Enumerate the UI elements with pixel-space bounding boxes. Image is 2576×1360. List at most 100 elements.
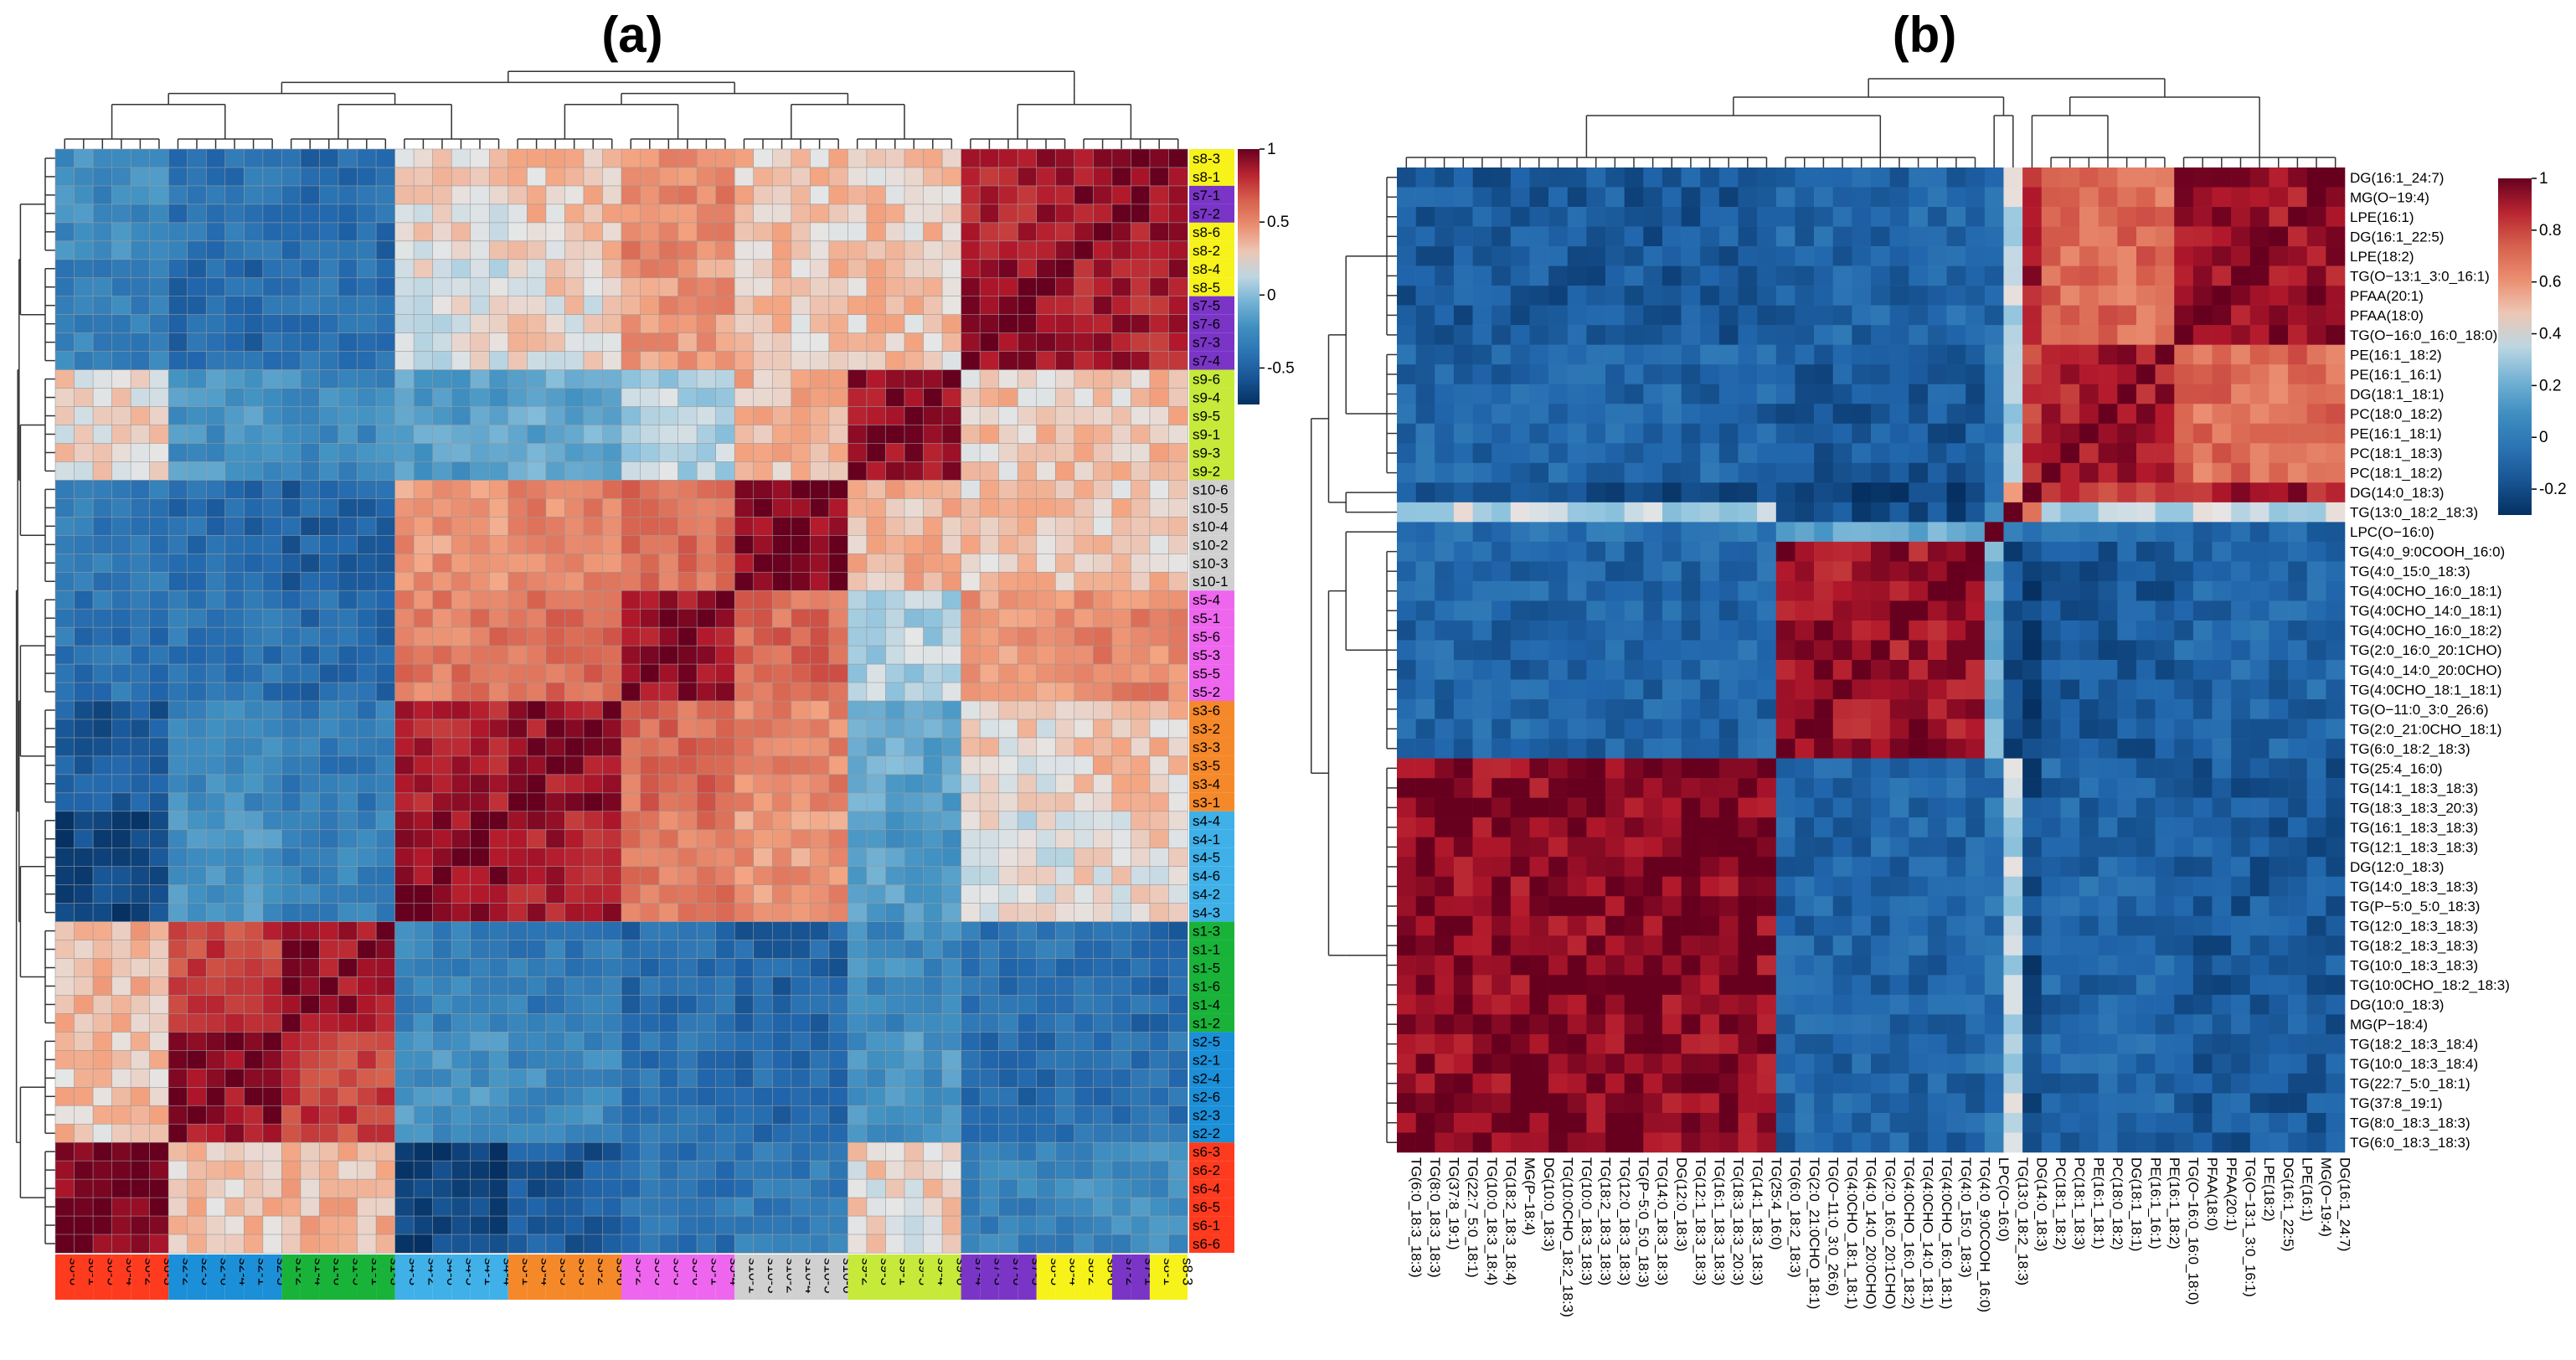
- heatmap-cell: [2136, 482, 2156, 502]
- heatmap-cell: [848, 1013, 867, 1032]
- heatmap-cell: [829, 664, 848, 683]
- heatmap-cell: [2060, 325, 2079, 345]
- heatmap-cell: [433, 149, 452, 167]
- heatmap-cell: [2099, 227, 2118, 247]
- heatmap-cell: [961, 296, 981, 315]
- heatmap-cell: [1852, 345, 1871, 365]
- heatmap-cell: [1037, 167, 1056, 186]
- heatmap-cell: [263, 1142, 282, 1161]
- heatmap-cell: [829, 407, 848, 425]
- heatmap-cell: [376, 609, 395, 627]
- heatmap-cell: [433, 278, 452, 296]
- heatmap-cell: [867, 738, 886, 756]
- heatmap-cell: [584, 940, 603, 959]
- heatmap-cell: [489, 1234, 508, 1253]
- heatmap-cell: [244, 223, 263, 241]
- heatmap-cell: [999, 204, 1018, 223]
- heatmap-cell: [1093, 701, 1112, 719]
- heatmap-cell: [1093, 1198, 1112, 1216]
- heatmap-cell: [1416, 306, 1435, 326]
- heatmap-cell: [301, 554, 320, 572]
- heatmap-cell: [1037, 498, 1056, 517]
- heatmap-cell: [942, 922, 961, 940]
- heatmap-cell: [1700, 502, 1719, 523]
- heatmap-cell: [395, 1050, 415, 1069]
- heatmap-cell: [697, 535, 716, 554]
- row-label: s5-2: [1193, 684, 1220, 700]
- heatmap-cell: [168, 315, 188, 333]
- heatmap-cell: [942, 867, 961, 885]
- heatmap-cell: [55, 389, 75, 407]
- heatmap-cell: [1093, 756, 1112, 775]
- heatmap-cell: [2042, 482, 2061, 502]
- heatmap-cell: [489, 186, 508, 204]
- heatmap-cell: [338, 425, 358, 444]
- heatmap-cell: [829, 204, 848, 223]
- heatmap-cell: [244, 590, 263, 609]
- heatmap-cell: [2117, 325, 2136, 345]
- heatmap-cell: [564, 389, 584, 407]
- heatmap-cell: [1018, 167, 1037, 186]
- heatmap-cell: [225, 425, 245, 444]
- heatmap-cell: [2307, 502, 2326, 523]
- heatmap-cell: [225, 683, 245, 701]
- heatmap-cell: [263, 1087, 282, 1105]
- heatmap-cell: [489, 995, 508, 1013]
- heatmap-cell: [2117, 286, 2136, 306]
- heatmap-cell: [93, 461, 112, 480]
- heatmap-cell: [772, 1069, 791, 1087]
- heatmap-cell: [867, 167, 886, 186]
- heatmap-cell: [1852, 306, 1871, 326]
- heatmap-cell: [471, 940, 490, 959]
- heatmap-cell: [659, 535, 678, 554]
- heatmap-cell: [489, 848, 508, 867]
- heatmap-cell: [1112, 352, 1131, 370]
- heatmap-cell: [2136, 325, 2156, 345]
- heatmap-cell: [848, 885, 867, 904]
- heatmap-cell: [980, 867, 999, 885]
- heatmap-cell: [961, 517, 981, 535]
- heatmap-cell: [414, 793, 433, 811]
- heatmap-cell: [1739, 364, 1758, 384]
- heatmap-cell: [2156, 561, 2175, 581]
- heatmap-cell: [1055, 1216, 1074, 1234]
- heatmap-cell: [301, 1032, 320, 1050]
- heatmap-cell: [2060, 542, 2079, 562]
- heatmap-cell: [961, 738, 981, 756]
- heatmap-cell: [1018, 811, 1037, 830]
- heatmap-cell: [1093, 517, 1112, 535]
- heatmap-cell: [697, 498, 716, 517]
- heatmap-cell: [168, 664, 188, 683]
- heatmap-cell: [1700, 482, 1719, 502]
- heatmap-cell: [716, 1013, 735, 1032]
- heatmap-cell: [2326, 384, 2345, 404]
- heatmap-cell: [150, 977, 169, 996]
- heatmap-cell: [961, 186, 981, 204]
- heatmap-cell: [263, 1179, 282, 1198]
- heatmap-cell: [678, 590, 698, 609]
- heatmap-cell: [1529, 581, 1548, 601]
- heatmap-cell: [414, 1142, 433, 1161]
- heatmap-cell: [999, 830, 1018, 848]
- heatmap-cell: [451, 260, 471, 278]
- heatmap-cell: [1586, 325, 1605, 345]
- heatmap-cell: [621, 296, 641, 315]
- heatmap-cell: [564, 940, 584, 959]
- heatmap-cell: [1074, 1161, 1094, 1179]
- heatmap-cell: [980, 352, 999, 370]
- heatmap-cell: [924, 885, 943, 904]
- heatmap-cell: [168, 719, 188, 738]
- heatmap-cell: [433, 664, 452, 683]
- heatmap-cell: [716, 646, 735, 664]
- heatmap-cell: [112, 609, 131, 627]
- colorbar-tick-label: 0: [1267, 286, 1276, 304]
- heatmap-cell: [263, 461, 282, 480]
- heatmap-cell: [508, 389, 528, 407]
- heatmap-cell: [1037, 590, 1056, 609]
- heatmap-cell: [2231, 424, 2250, 444]
- heatmap-cell: [225, 959, 245, 977]
- heatmap-cell: [75, 425, 94, 444]
- heatmap-cell: [225, 664, 245, 683]
- heatmap-cell: [924, 407, 943, 425]
- heatmap-cell: [131, 793, 150, 811]
